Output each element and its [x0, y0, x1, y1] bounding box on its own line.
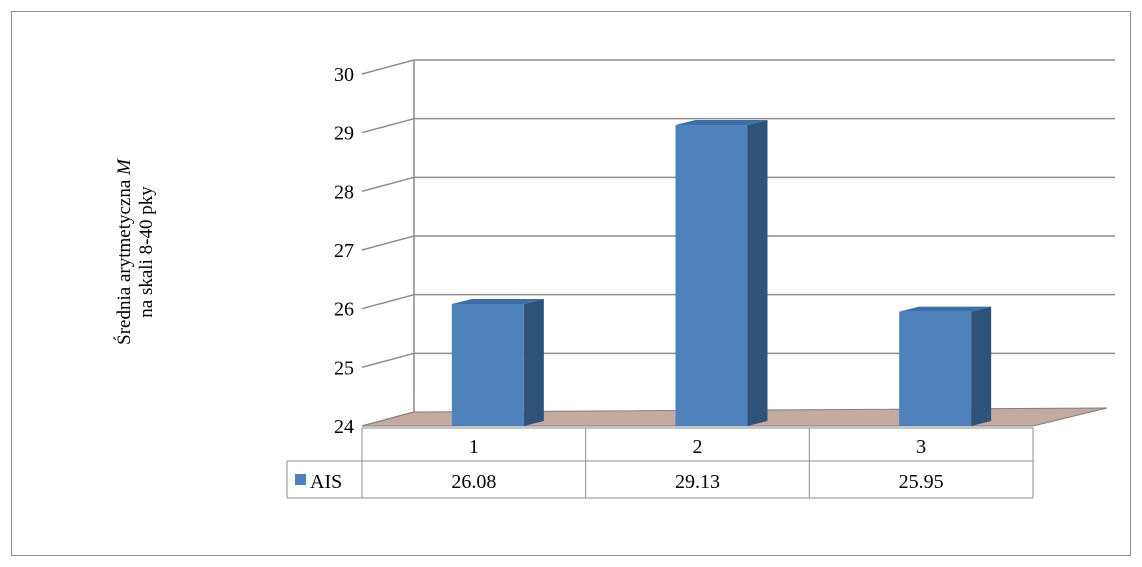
bar-series: [451, 120, 992, 426]
gridline-side: [361, 293, 415, 310]
gridline-side: [361, 176, 415, 193]
y-tick-label: 30: [334, 64, 354, 86]
y-axis-title: Średnia arytmetyczna Mna skali 8-40 pky: [113, 158, 157, 345]
gridline-side: [361, 117, 415, 134]
legend-entry: AIS: [310, 471, 342, 493]
data-table-value: 25.95: [899, 471, 944, 493]
data-table-value: 29.13: [675, 471, 720, 493]
data-table: 1 2 3 26.08 29.13 25.95 AIS: [286, 427, 1034, 499]
y-tick-label: 26: [334, 299, 354, 321]
y-axis-label: Średnia arytmetyczna Mna skali 8-40 pky: [113, 158, 157, 345]
bar: [899, 311, 972, 426]
bar: [675, 125, 748, 426]
bar: [451, 303, 524, 426]
gridline-side: [361, 59, 415, 75]
bar-chart: 24 25 26 27 28 29 30 1 2 3 26.08 29.13 25.95 AIS Śre…: [113, 59, 1115, 499]
y-tick-label: 28: [334, 181, 354, 203]
x-category-label: 1: [469, 436, 479, 458]
y-axis-title-symbol: M: [114, 158, 135, 176]
x-category-label: 2: [693, 436, 703, 458]
gridline-side: [361, 235, 415, 251]
bar-side: [523, 298, 544, 426]
y-axis-title-text: Średnia arytmetyczna: [113, 175, 135, 345]
bar-top: [451, 298, 544, 304]
bar-side: [971, 306, 992, 426]
y-axis-title-line2: na skali 8-40 pky: [136, 186, 157, 318]
bar-side: [747, 120, 768, 426]
y-axis-ticks: 24 25 26 27 28 29 30: [334, 64, 354, 438]
bar-top: [899, 306, 992, 312]
y-tick-label: 29: [334, 123, 354, 145]
data-table-value: 26.08: [451, 471, 496, 493]
legend-swatch: [295, 474, 306, 485]
y-tick-label: 27: [334, 240, 354, 262]
y-tick-label: 25: [334, 357, 354, 379]
bar-top: [675, 120, 768, 126]
chart-frame: 24 25 26 27 28 29 30 1 2 3 26.08 29.13 25.95 AIS Śre…: [11, 11, 1131, 556]
y-tick-label: 24: [334, 416, 354, 438]
gridline-side: [361, 352, 415, 369]
y-axis-title-line1: Średnia arytmetyczna M: [113, 158, 135, 345]
x-category-label: 3: [916, 436, 926, 458]
